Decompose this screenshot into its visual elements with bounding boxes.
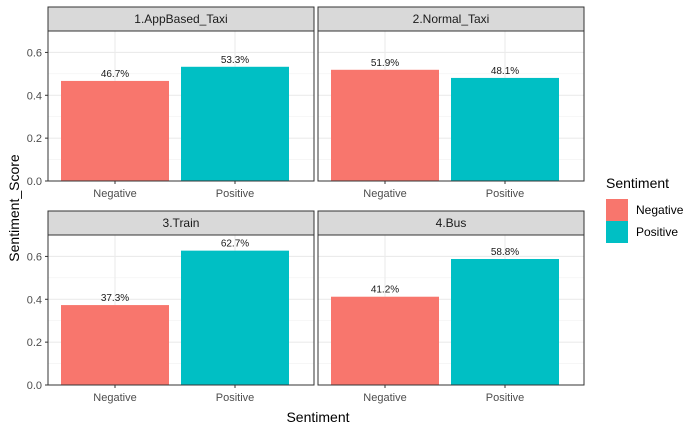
legend-label-negative: Negative <box>636 203 684 217</box>
panel-title: 1.AppBased_Taxi <box>134 12 227 26</box>
bar-label-negative: 37.3% <box>101 293 129 304</box>
bar-positive <box>181 250 289 385</box>
panel-3: 3.Train 37.3% 62.7% 0.0 0.2 0.4 0.6 Negative Pos… <box>27 210 315 404</box>
y-tick-label: 0.4 <box>27 90 42 102</box>
panel-4: 4.Bus 41.2% 58.8% Negative Positive <box>317 210 585 404</box>
x-tick-label: Positive <box>486 392 525 404</box>
bar-negative <box>61 305 169 385</box>
panel-strip <box>47 6 315 32</box>
bar-positive <box>451 259 559 385</box>
bar-negative <box>331 296 439 385</box>
panel-2: 2.Normal_Taxi 51.9% 48.1% Negative Positive <box>317 6 585 200</box>
panels: 1.AppBased_Taxi 46.7% 53.3% 0.0 0.2 0.4 0.6 Neg… <box>27 6 585 404</box>
y-tick-label: 0.0 <box>27 176 42 188</box>
y-tick-label: 0.6 <box>27 47 42 59</box>
legend-key-negative <box>606 199 628 221</box>
panel-1: 1.AppBased_Taxi 46.7% 53.3% 0.0 0.2 0.4 0.6 Neg… <box>27 6 315 200</box>
y-tick-label: 0.2 <box>27 337 42 349</box>
panel-strip <box>317 6 585 32</box>
panel-title: 4.Bus <box>436 216 467 230</box>
bar-positive <box>451 77 559 181</box>
legend-key-positive <box>606 221 628 243</box>
bar-label-positive: 53.3% <box>221 55 249 66</box>
panel-border <box>317 234 585 386</box>
x-tick-label: Negative <box>363 188 406 200</box>
panel-border <box>47 234 315 386</box>
bar-negative <box>331 69 439 181</box>
bar-label-positive: 48.1% <box>491 66 519 77</box>
x-tick-label: Positive <box>486 188 525 200</box>
y-axis-title: Sentiment_Score <box>6 154 22 262</box>
legend: Sentiment Negative Positive <box>606 175 684 243</box>
y-tick-label: 0.4 <box>27 294 42 306</box>
panel-strip <box>317 210 585 236</box>
y-tick-label: 0.6 <box>27 251 42 263</box>
bar-label-negative: 51.9% <box>371 58 399 69</box>
x-tick-label: Negative <box>93 392 136 404</box>
panel-border <box>317 30 585 182</box>
bar-positive <box>181 66 289 181</box>
x-tick-label: Negative <box>363 392 406 404</box>
panel-title: 2.Normal_Taxi <box>413 12 490 26</box>
bar-label-negative: 46.7% <box>101 69 129 80</box>
x-tick-label: Negative <box>93 188 136 200</box>
y-tick-label: 0.0 <box>27 380 42 392</box>
x-tick-label: Positive <box>216 392 255 404</box>
y-tick-label: 0.2 <box>27 133 42 145</box>
bar-negative <box>61 80 169 181</box>
legend-title: Sentiment <box>606 175 669 191</box>
panel-title: 3.Train <box>163 216 200 230</box>
panel-strip <box>47 210 315 236</box>
legend-label-positive: Positive <box>636 225 678 239</box>
x-tick-label: Positive <box>216 188 255 200</box>
panel-border <box>47 30 315 182</box>
bar-label-positive: 58.8% <box>491 247 519 258</box>
bar-label-positive: 62.7% <box>221 239 249 250</box>
x-axis-title: Sentiment <box>286 409 349 425</box>
bar-label-negative: 41.2% <box>371 285 399 296</box>
